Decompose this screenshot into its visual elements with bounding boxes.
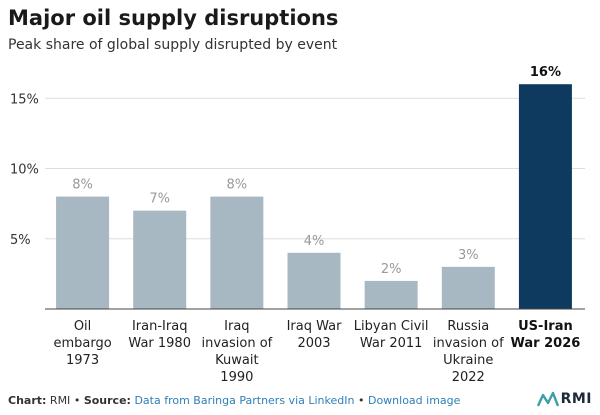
data-label: 8% [227,178,248,193]
source-label: Source: [83,394,131,407]
x-tick-label: Iraq invasion of Kuwait 1990 [201,319,272,385]
bar [56,196,110,309]
data-label: 8% [72,178,93,193]
data-label: 2% [381,262,402,277]
x-tick-label: Iraq War 2003 [287,319,343,351]
y-tick-label: 5% [10,233,31,248]
footer-separator: • [73,394,81,407]
chart-footer: Chart: RMI • Source: Data from Baringa P… [8,394,460,407]
download-image-link[interactable]: Download image [367,394,461,407]
chart-title: Major oil supply disruptions [8,6,339,30]
footer-separator: • [357,394,365,407]
data-label: 3% [458,248,479,263]
bar [133,210,187,309]
source-link[interactable]: Data from Baringa Partners via LinkedIn [134,394,355,407]
x-tick-label: Libyan Civil War 2011 [354,319,429,351]
bar [364,280,418,309]
rmi-logo-text: RMI [560,391,592,407]
chart-credit: RMI [49,394,71,407]
x-tick-label: Iran-Iraq War 1980 [128,319,191,351]
chart-subtitle: Peak share of global supply disrupted by… [8,37,338,53]
data-label: 4% [304,234,325,249]
bar [441,266,495,309]
bar-chart: 5% 10% 15% 8% Oil embargo 1973 7% Iran-Iraq War 1… [10,65,585,385]
bar [287,252,341,309]
data-label: 16% [530,65,561,80]
data-label: 7% [149,192,170,207]
y-tick-label: 10% [10,163,39,178]
y-tick-label: 15% [10,92,39,107]
rmi-logo: RMI [536,391,592,407]
rmi-logo-icon [536,391,559,407]
x-tick-label: Oil embargo 1973 [53,319,111,368]
x-tick-label: US-Iran War 2026 [511,319,581,351]
x-tick-label: Russia invasion of Ukraine 2022 [433,319,504,385]
bar [210,196,264,309]
chart-credit-label: Chart: [8,394,47,407]
bar [518,84,572,309]
